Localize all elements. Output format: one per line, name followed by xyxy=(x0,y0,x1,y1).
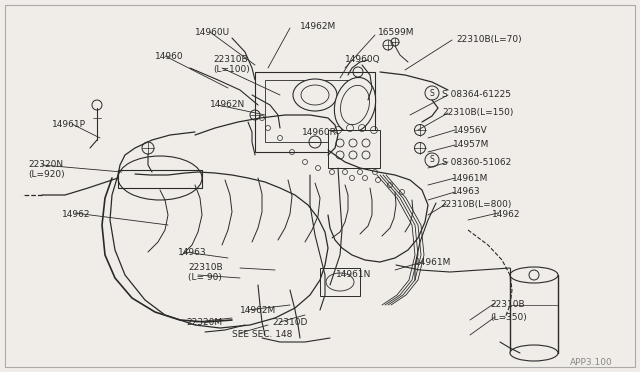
Text: 22310B(L=800): 22310B(L=800) xyxy=(440,200,511,209)
Text: 14963: 14963 xyxy=(452,187,481,196)
Text: 14963: 14963 xyxy=(178,248,207,257)
Text: 22320M: 22320M xyxy=(186,318,222,327)
Text: SEE SEC. 148: SEE SEC. 148 xyxy=(232,330,292,339)
Bar xyxy=(320,268,360,296)
Ellipse shape xyxy=(118,156,202,200)
Text: 14956V: 14956V xyxy=(453,126,488,135)
Text: 22310B(L=70): 22310B(L=70) xyxy=(456,35,522,44)
Text: 14962M: 14962M xyxy=(240,306,276,315)
Text: (L=350): (L=350) xyxy=(490,313,527,322)
Text: 14961P: 14961P xyxy=(52,120,86,129)
Ellipse shape xyxy=(301,85,329,105)
Circle shape xyxy=(425,86,439,100)
Text: (L= 90): (L= 90) xyxy=(188,273,222,282)
Text: 22320N: 22320N xyxy=(28,160,63,169)
Text: 14962N: 14962N xyxy=(210,100,245,109)
Text: 14960U: 14960U xyxy=(195,28,230,37)
Bar xyxy=(255,72,375,152)
Circle shape xyxy=(425,153,439,167)
Text: 14961M: 14961M xyxy=(415,258,451,267)
Text: 22310D: 22310D xyxy=(272,318,307,327)
Bar xyxy=(510,275,558,353)
Ellipse shape xyxy=(340,85,369,125)
Text: 22310B: 22310B xyxy=(188,263,223,272)
Text: 16599M: 16599M xyxy=(378,28,415,37)
Text: 22310B(L=150): 22310B(L=150) xyxy=(442,108,513,117)
Text: 14960: 14960 xyxy=(155,52,184,61)
Text: 22310B: 22310B xyxy=(213,55,248,64)
Text: S: S xyxy=(429,155,435,164)
Bar xyxy=(328,130,380,168)
Text: 14961M: 14961M xyxy=(452,174,488,183)
Ellipse shape xyxy=(510,267,558,283)
Text: S: S xyxy=(429,89,435,97)
Text: 14962: 14962 xyxy=(492,210,520,219)
Text: APP3.100: APP3.100 xyxy=(570,358,612,367)
Text: 14960R: 14960R xyxy=(302,128,337,137)
Text: (L=100): (L=100) xyxy=(213,65,250,74)
Circle shape xyxy=(142,142,154,154)
Text: (L=920): (L=920) xyxy=(28,170,65,179)
Ellipse shape xyxy=(510,345,558,361)
Text: 14960Q: 14960Q xyxy=(345,55,381,64)
Text: 14962: 14962 xyxy=(62,210,90,219)
Text: 22310B: 22310B xyxy=(490,300,525,309)
Text: 14962M: 14962M xyxy=(300,22,336,31)
Text: 14957M: 14957M xyxy=(453,140,490,149)
Text: 14961N: 14961N xyxy=(336,270,371,279)
Text: S 08364-61225: S 08364-61225 xyxy=(442,90,511,99)
Ellipse shape xyxy=(326,273,354,291)
Ellipse shape xyxy=(334,77,376,132)
Text: S 08360-51062: S 08360-51062 xyxy=(442,158,511,167)
Bar xyxy=(265,80,365,142)
Ellipse shape xyxy=(293,79,337,111)
